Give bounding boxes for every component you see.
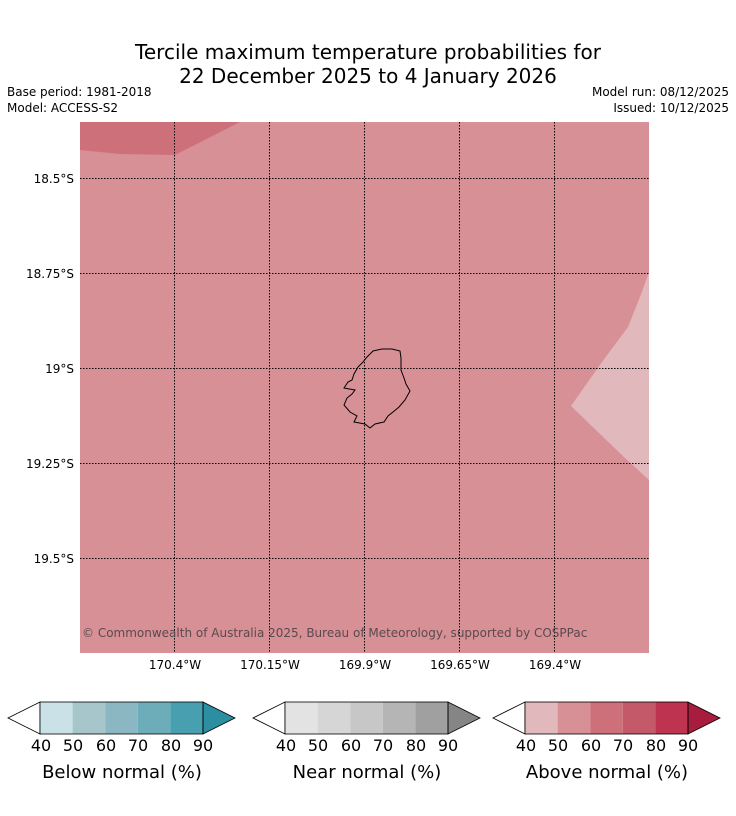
below-tick-90: 90: [192, 736, 214, 755]
above-tick-40: 40: [515, 736, 537, 755]
lon-label-169.4: 169.4°W: [528, 658, 582, 672]
lon-label-170.4: 170.4°W: [148, 658, 202, 672]
lon-label-169.65: 169.65°W: [430, 658, 490, 672]
probability-map: © Commonwealth of Australia 2025, Bureau…: [80, 122, 649, 653]
below-colorbar-outline: [39, 701, 204, 735]
map-title-line1: Tercile maximum temperature probabilitie…: [135, 40, 601, 64]
near-tick-90: 90: [437, 736, 459, 755]
above-tick-60: 60: [580, 736, 602, 755]
graticule: [80, 122, 649, 653]
above-tick-80: 80: [645, 736, 667, 755]
lat-label-19.5: 19.5°S: [33, 552, 74, 566]
near-colorbar-segment: [317, 702, 351, 734]
map-high-probability-region: [80, 122, 240, 155]
below-colorbar-segment: [40, 702, 73, 734]
below-tick-60: 60: [95, 736, 117, 755]
lon-label-170.15: 170.15°W: [240, 658, 300, 672]
above-colorbar-outline: [524, 701, 689, 735]
lat-label-18.75: 18.75°S: [26, 267, 74, 281]
above-colorbar-segment: [590, 702, 623, 734]
above-colorbar-high-extend: [687, 701, 721, 735]
near-normal-colorbar: [252, 701, 481, 735]
near-tick-60: 60: [340, 736, 362, 755]
above-colorbar-segment: [525, 702, 558, 734]
above-tick-90: 90: [677, 736, 699, 755]
map-title-line2: 22 December 2025 to 4 January 2026: [179, 64, 557, 88]
issued-date: Issued: 10/12/2025: [613, 101, 729, 115]
below-normal-colorbar: [7, 701, 236, 735]
near-normal-title: Near normal (%): [292, 762, 442, 783]
lat-label-18.5: 18.5°S: [33, 172, 74, 186]
above-normal-title: Above normal (%): [525, 762, 689, 783]
near-tick-40: 40: [275, 736, 297, 755]
near-tick-50: 50: [307, 736, 329, 755]
below-colorbar-segment: [72, 702, 106, 734]
below-colorbar-segment: [170, 702, 203, 734]
near-colorbar-low-extend: [252, 701, 286, 735]
model-run: Model run: 08/12/2025: [591, 85, 729, 99]
below-colorbar-low-extend: [7, 701, 41, 735]
below-colorbar-segment: [105, 702, 138, 734]
below-colorbar-high-extend: [202, 701, 236, 735]
below-tick-50: 50: [62, 736, 84, 755]
near-colorbar-segment: [382, 702, 416, 734]
above-tick-70: 70: [612, 736, 634, 755]
above-colorbar-segment: [622, 702, 656, 734]
niue-island-outline: [343, 348, 411, 429]
near-tick-70: 70: [372, 736, 394, 755]
near-colorbar-segment: [415, 702, 448, 734]
below-tick-40: 40: [30, 736, 52, 755]
lat-label-19: 19°S: [45, 362, 74, 376]
above-colorbar-segment: [655, 702, 688, 734]
below-tick-80: 80: [160, 736, 182, 755]
near-colorbar-segment: [350, 702, 383, 734]
lat-label-19.25: 19.25°S: [26, 457, 74, 471]
above-colorbar-segment: [557, 702, 591, 734]
below-normal-title: Below normal (%): [42, 762, 202, 783]
map-low-probability-region: [571, 272, 649, 480]
near-tick-80: 80: [405, 736, 427, 755]
below-tick-70: 70: [127, 736, 149, 755]
lon-label-169.9: 169.9°W: [338, 658, 392, 672]
near-colorbar-high-extend: [447, 701, 481, 735]
below-colorbar-segment: [137, 702, 171, 734]
near-colorbar-outline: [284, 701, 449, 735]
above-tick-50: 50: [547, 736, 569, 755]
model-name: Model: ACCESS-S2: [7, 101, 119, 115]
above-normal-colorbar: [492, 701, 721, 735]
above-colorbar-low-extend: [492, 701, 526, 735]
near-colorbar-segment: [285, 702, 318, 734]
map-copyright: © Commonwealth of Australia 2025, Bureau…: [82, 626, 587, 640]
base-period: Base period: 1981-2018: [7, 85, 152, 99]
